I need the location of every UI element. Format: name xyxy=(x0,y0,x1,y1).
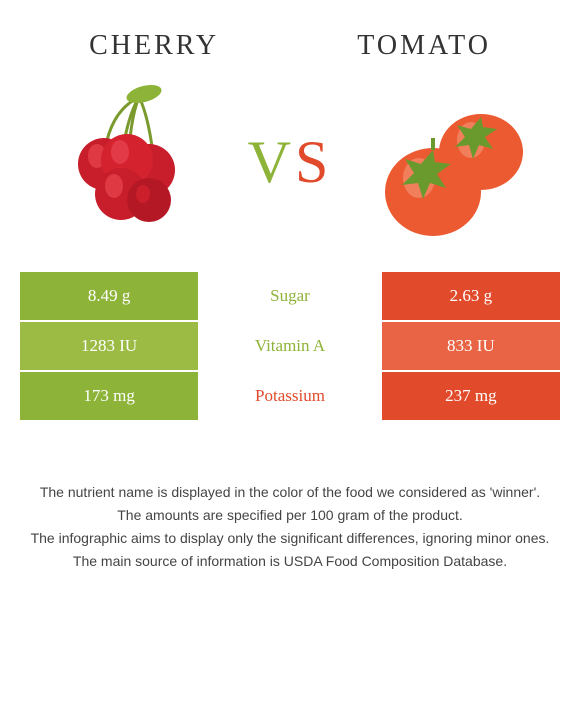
footer-line-4: The main source of information is USDA F… xyxy=(20,551,560,572)
footer-line-2: The amounts are specified per 100 gram o… xyxy=(20,505,560,526)
nutrient-table: 8.49 gSugar2.63 g1283 IUVitamin A833 IU1… xyxy=(20,272,560,422)
nutrient-name: Potassium xyxy=(198,371,382,421)
left-value: 1283 IU xyxy=(20,321,198,371)
header-right: TOMATO xyxy=(357,30,491,62)
right-value: 2.63 g xyxy=(382,272,560,321)
header-row: CHERRY TOMATO xyxy=(0,0,580,72)
vs-s: S xyxy=(295,129,332,195)
cherry-image xyxy=(49,82,209,242)
table-row: 173 mgPotassium237 mg xyxy=(20,371,560,421)
header-left: CHERRY xyxy=(89,30,219,62)
footer-line-3: The infographic aims to display only the… xyxy=(20,528,560,549)
nutrient-name: Sugar xyxy=(198,272,382,321)
left-value: 8.49 g xyxy=(20,272,198,321)
table-row: 1283 IUVitamin A833 IU xyxy=(20,321,560,371)
tomato-image xyxy=(371,82,531,242)
left-value: 173 mg xyxy=(20,371,198,421)
right-value: 833 IU xyxy=(382,321,560,371)
images-row: VS xyxy=(0,72,580,272)
footer-line-1: The nutrient name is displayed in the co… xyxy=(20,482,560,503)
right-value: 237 mg xyxy=(382,371,560,421)
vs-label: VS xyxy=(248,128,333,197)
vs-v: V xyxy=(248,129,295,195)
nutrient-name: Vitamin A xyxy=(198,321,382,371)
table-row: 8.49 gSugar2.63 g xyxy=(20,272,560,321)
footer-text: The nutrient name is displayed in the co… xyxy=(0,422,580,594)
